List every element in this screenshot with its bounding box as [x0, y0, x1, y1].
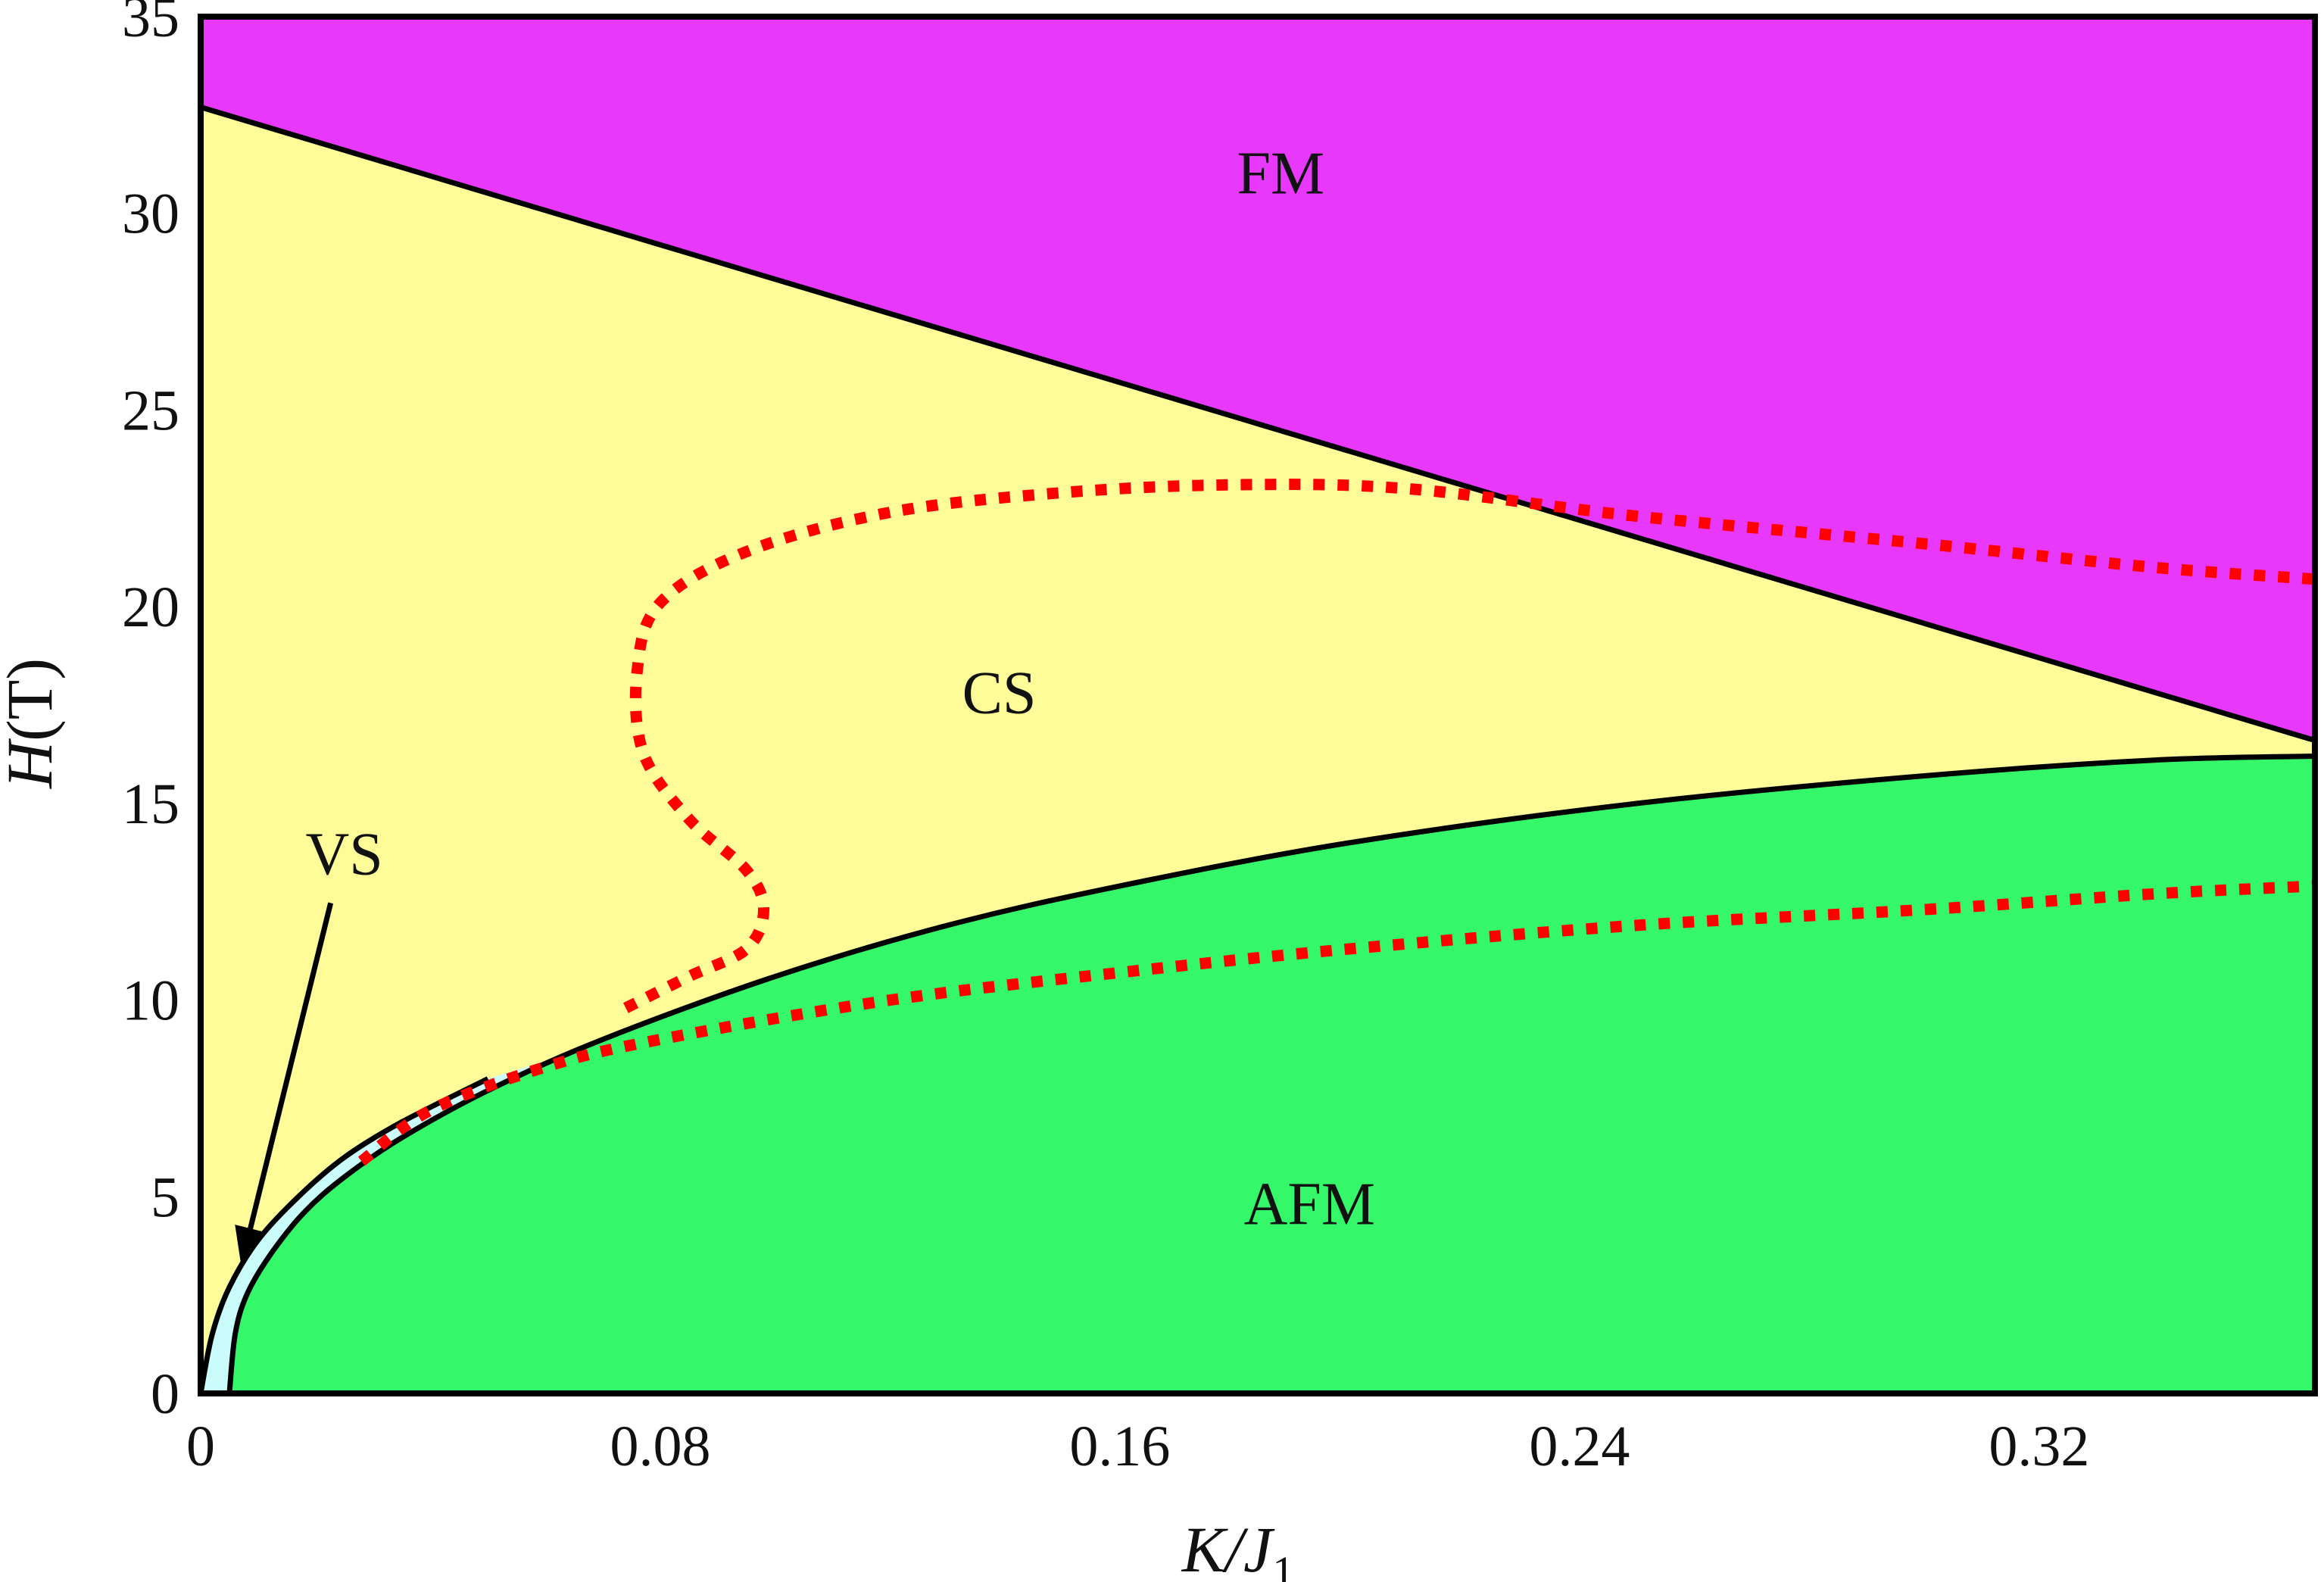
fm-cs-boundary-line: [199, 105, 2316, 744]
x-axis-label-main: K/J: [1181, 1513, 1275, 1582]
y-tick-label: 35: [122, 0, 179, 49]
y-tick-label: 15: [122, 772, 179, 836]
afm-region-label: AFM: [1244, 1172, 1375, 1238]
x-tick-label: 0.08: [610, 1415, 710, 1478]
vs-region-label: VS: [306, 821, 383, 888]
x-axis-label: K/J1: [1181, 1513, 1294, 1582]
y-tick-label: 20: [122, 576, 179, 639]
red-dotted-lower-line: [357, 880, 2316, 1166]
x-tick-label: 0.16: [1069, 1415, 1170, 1478]
x-tick-label: 0.24: [1529, 1415, 1630, 1478]
y-tick-label: 25: [122, 379, 179, 442]
cs-region-label: CS: [962, 660, 1037, 726]
y-axis-label-main: H: [0, 738, 66, 789]
y-axis-label: H(T): [0, 658, 66, 789]
afm-region: [229, 756, 2316, 1393]
x-tick-label: 0.32: [1989, 1415, 2089, 1478]
cs-afm-boundary-line: [226, 754, 2316, 1394]
fm-region-label: FM: [1237, 141, 1325, 208]
red-dotted-upper-line: [623, 479, 2316, 1013]
y-axis-unit: (T): [0, 658, 66, 741]
fm-region: [201, 17, 2315, 741]
x-tick-label: 0: [186, 1415, 215, 1478]
y-tick-label: 0: [151, 1362, 179, 1426]
x-axis-label-subscript: 1: [1272, 1547, 1294, 1582]
vs-arrow-head: [235, 1225, 265, 1264]
y-tick-label: 5: [151, 1165, 179, 1229]
y-tick-label: 30: [122, 183, 179, 246]
vs-arrow-shaft: [242, 902, 334, 1250]
plot-frame: [198, 14, 2318, 1396]
y-tick-label: 10: [122, 969, 179, 1033]
